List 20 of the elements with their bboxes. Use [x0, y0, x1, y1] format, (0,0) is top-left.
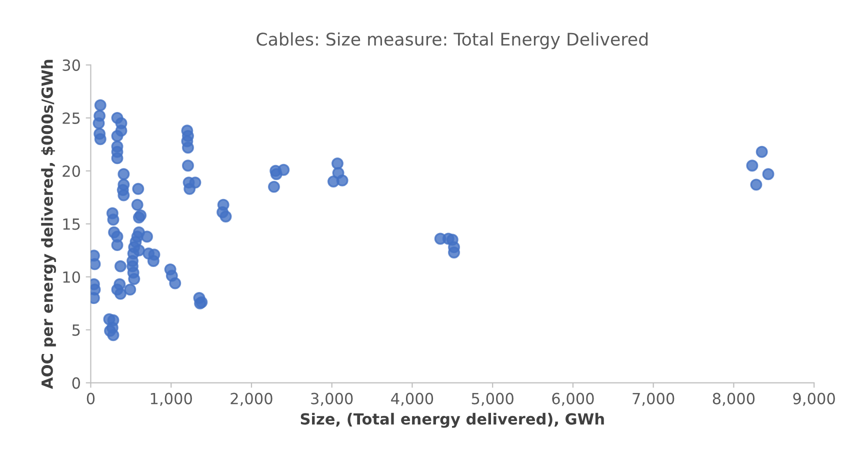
y-tick-label: 10	[63, 271, 80, 283]
y-tick-label: 30	[62, 59, 80, 71]
x-tick-label: 7,000	[632, 392, 674, 406]
x-tick-label: 6,000	[552, 392, 594, 406]
y-axis-title: AOC per energy delivered, $000s/GWh	[41, 60, 56, 389]
x-tick-label: 8,000	[712, 392, 755, 406]
y-tick-label: 0	[72, 377, 80, 389]
x-tick-label: 9,000	[793, 392, 835, 406]
x-tick-label: 0	[86, 392, 95, 404]
y-tick-label: 5	[72, 324, 80, 336]
x-tick-label: 3,000	[311, 392, 353, 406]
y-tick-label: 15	[63, 218, 80, 230]
y-tick-label: 20	[62, 165, 80, 177]
x-tick-label: 4,000	[391, 392, 434, 406]
x-tick-label: 2,000	[230, 392, 272, 406]
x-axis-title: Size, (Total energy delivered), GWh	[300, 412, 604, 428]
y-tick-label: 25	[62, 112, 80, 124]
x-tick-label: 5,000	[472, 392, 514, 406]
x-tick-label: 1,000	[150, 392, 192, 406]
chart-title: Cables: Size measure: Total Energy Delivered	[256, 32, 648, 50]
